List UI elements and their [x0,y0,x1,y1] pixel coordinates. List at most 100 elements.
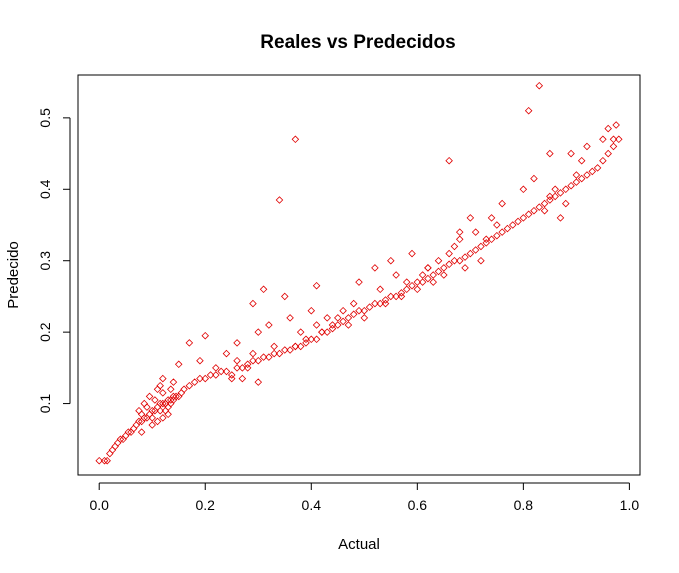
data-point [524,106,533,115]
data-point [344,314,353,322]
data-point [259,353,268,361]
data-point [392,292,400,301]
data-point [461,253,469,261]
data-point [159,414,167,422]
data-point [593,164,602,172]
data-point [339,317,347,326]
data-point [371,264,379,272]
data-point [291,342,300,351]
data-point [376,299,384,308]
data-point [95,456,103,465]
data-point [471,246,480,254]
data-point [381,296,390,304]
data-point [599,156,607,165]
data-point [169,378,178,386]
data-point [265,353,273,361]
data-point [227,371,236,379]
data-point [360,314,369,322]
data-point [365,303,374,311]
x-tick-label: 0.0 [89,497,109,513]
data-point [201,374,210,383]
data-point [185,339,194,347]
data-point [159,399,167,408]
data-point [371,299,379,308]
data-point [567,149,575,158]
data-point [487,214,496,222]
data-point [238,374,247,383]
x-tick-label: 1.0 [620,497,640,513]
data-point [604,149,612,158]
data-point [556,214,565,222]
data-point [143,403,151,411]
data-point [429,278,437,286]
chart-title: Reales vs Predecidos [260,32,455,53]
data-point [461,264,469,272]
data-point [387,256,395,265]
data-point [156,406,164,415]
data-point [328,321,337,329]
data-point [418,278,427,286]
data-point [249,356,257,365]
data-point [124,428,133,436]
x-tick-label: 0.8 [514,497,534,513]
data-point [167,385,175,394]
data-point [196,374,204,383]
data-point [323,314,331,322]
data-point [296,342,305,351]
data-point [344,321,353,329]
y-axis-label: Predecido [5,241,22,309]
data-point [100,456,109,465]
data-point [103,456,111,465]
data-point [222,349,231,358]
data-point [440,271,448,279]
data-point [445,156,453,165]
data-point [151,396,159,404]
data-point [286,346,294,354]
data-point [477,242,485,251]
data-point [466,249,475,258]
data-point [535,203,544,211]
data-point [567,181,575,190]
data-point [159,389,167,397]
data-point [503,224,512,233]
data-point [355,306,363,315]
x-tick-label: 0.6 [408,497,428,513]
data-point [424,274,432,283]
data-point [318,328,326,336]
data-point [307,306,316,315]
data-point [609,135,618,144]
data-point [450,242,459,251]
data-point [604,124,612,133]
data-point [413,285,422,294]
data-point [233,339,241,347]
data-point [519,185,528,194]
data-point [493,231,501,240]
data-point [174,360,183,369]
data-point [551,192,559,201]
data-point [167,399,175,408]
data-point [148,406,156,415]
data-point [498,228,506,236]
data-point [323,328,331,336]
data-point [249,349,257,358]
data-point [217,367,225,376]
data-point [243,360,252,369]
data-point [455,228,464,236]
data-point [455,256,464,265]
data-point [440,264,448,272]
data-point [540,206,549,215]
data-point [530,206,538,215]
data-point [445,260,453,269]
data-point [524,210,533,219]
data-point [429,271,437,279]
data-point [572,178,581,186]
y-tick-label: 0.5 [37,108,53,128]
data-point [270,342,278,351]
data-point [577,174,586,183]
data-point [116,435,125,444]
data-point [334,321,342,329]
data-point [562,185,570,194]
data-point [153,417,162,426]
y-tick-label: 0.2 [37,322,53,342]
